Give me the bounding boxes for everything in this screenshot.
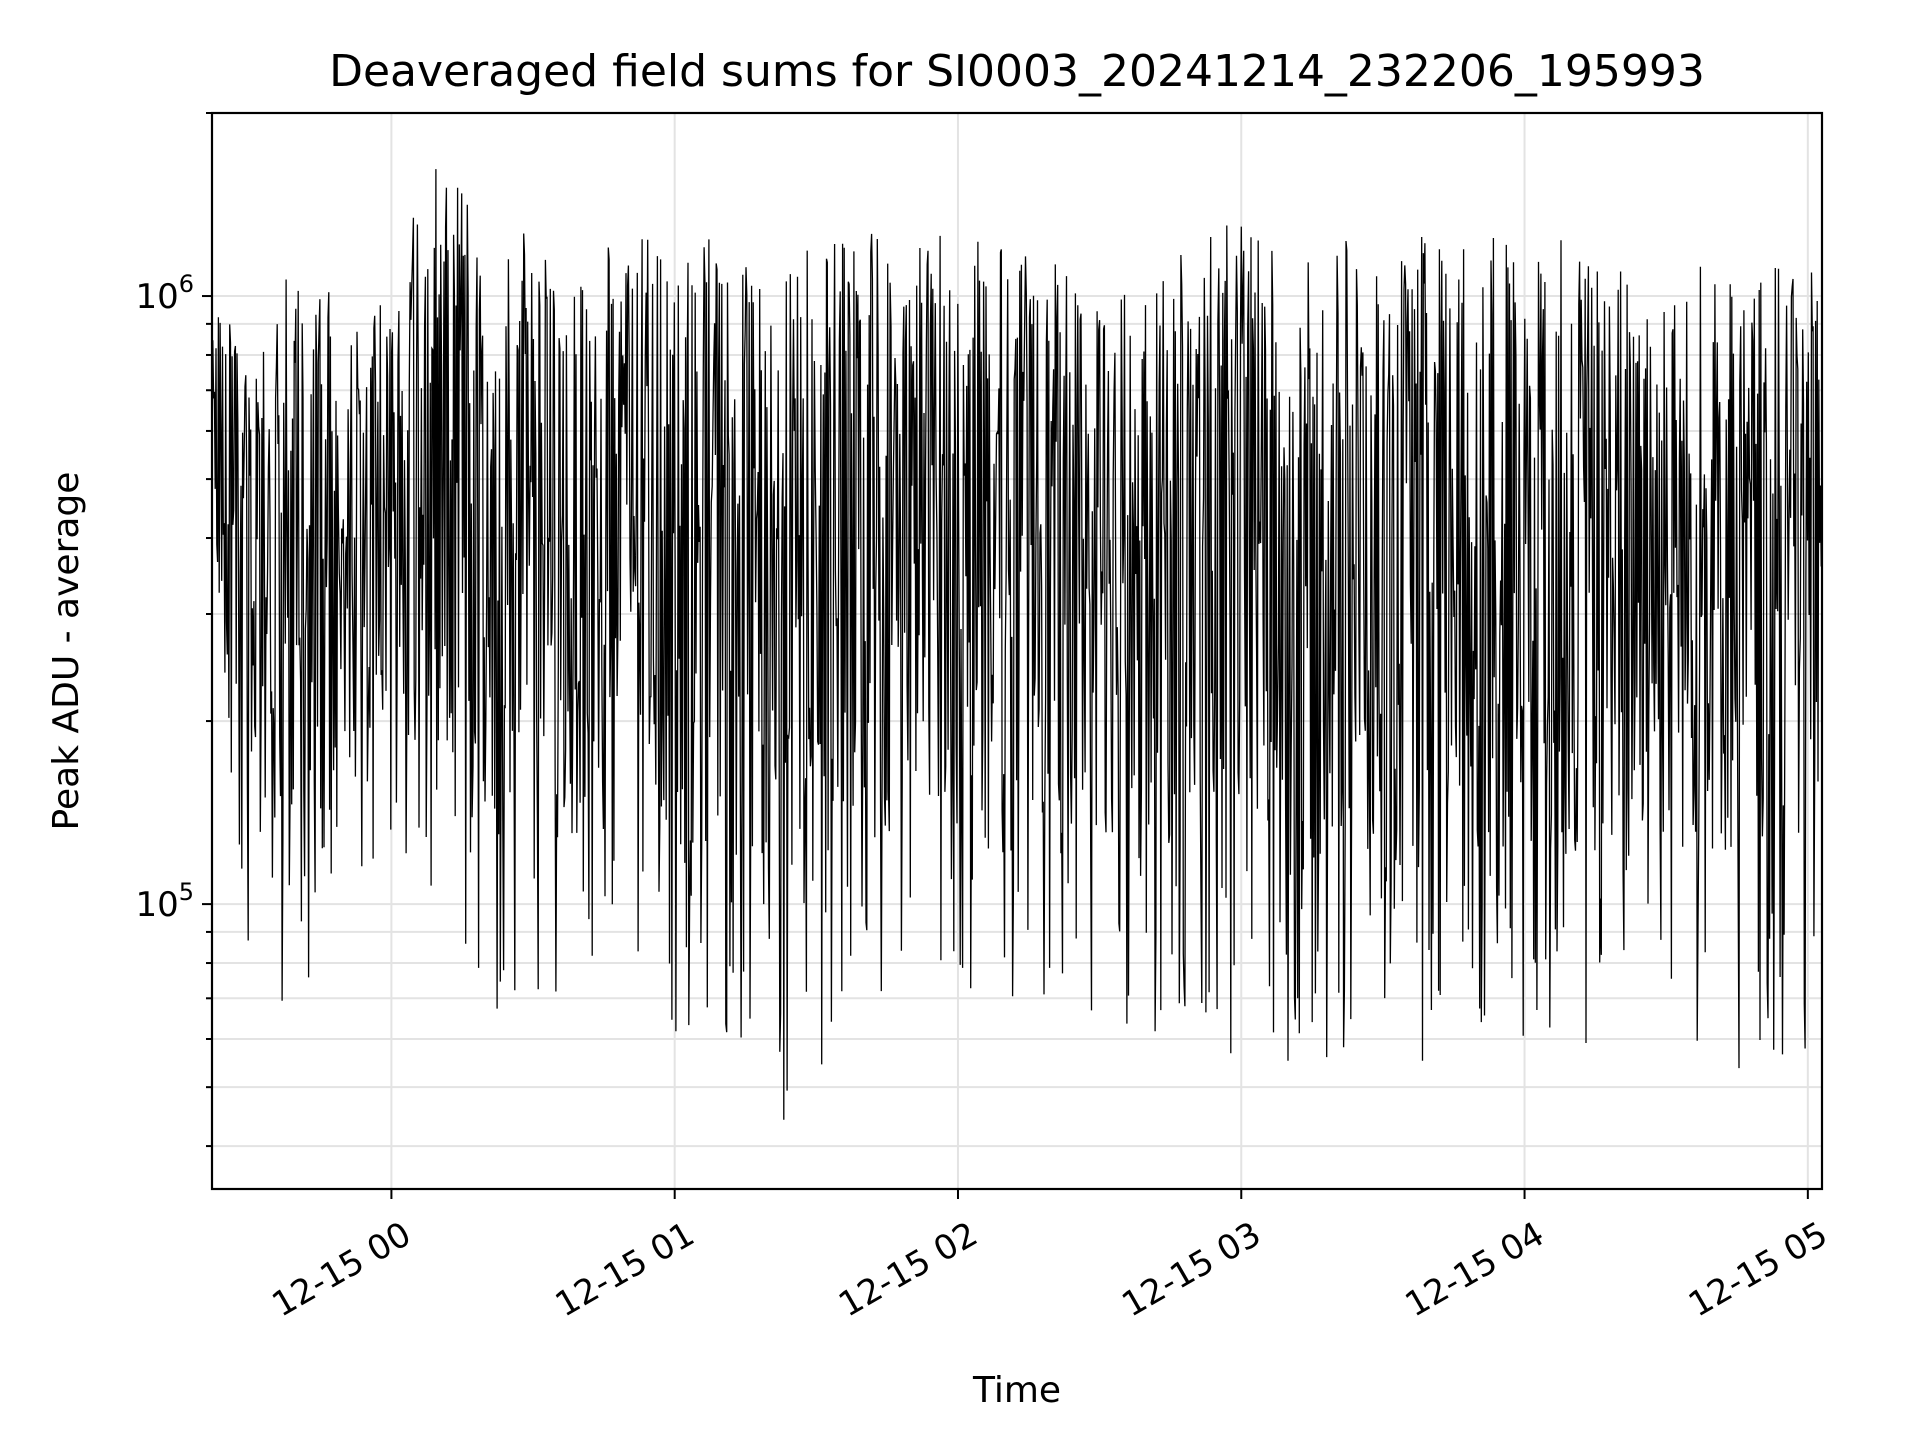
chart-title: Deaveraged field sums for SI0003_2024121…: [329, 46, 1705, 97]
y-tick-label: 105: [135, 878, 194, 925]
plot-frame: [210, 111, 1824, 1191]
series-line: [211, 169, 1823, 1120]
y-tick-label: 106: [135, 270, 194, 317]
data-series: [211, 169, 1823, 1120]
y-tick-label-base: 10: [135, 885, 178, 925]
y-axis-label: Peak ADU - average: [46, 472, 87, 831]
y-tick-label-base: 10: [135, 277, 178, 317]
y-tick-label-exponent: 6: [179, 270, 194, 298]
x-axis-label: Time: [972, 1370, 1061, 1411]
y-tick-label-exponent: 5: [179, 878, 194, 906]
